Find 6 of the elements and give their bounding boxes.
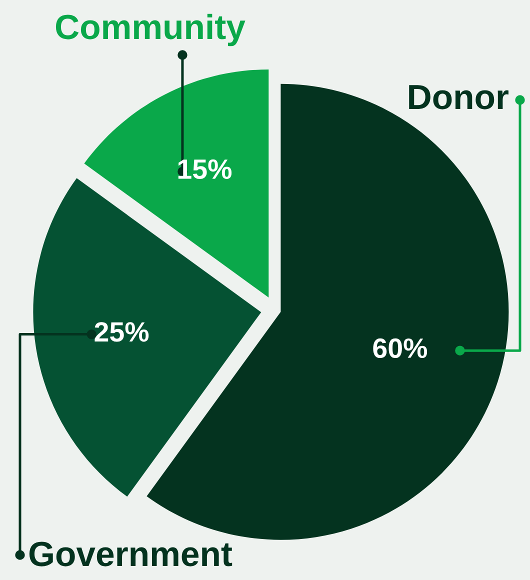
slice-label: Government	[29, 542, 232, 566]
data-label: 15%	[178, 159, 232, 180]
slice-label: Donor	[409, 85, 508, 110]
data-label: 25%	[94, 322, 149, 342]
slice-label: Community	[56, 14, 246, 46]
data-label: 60%	[373, 338, 428, 358]
